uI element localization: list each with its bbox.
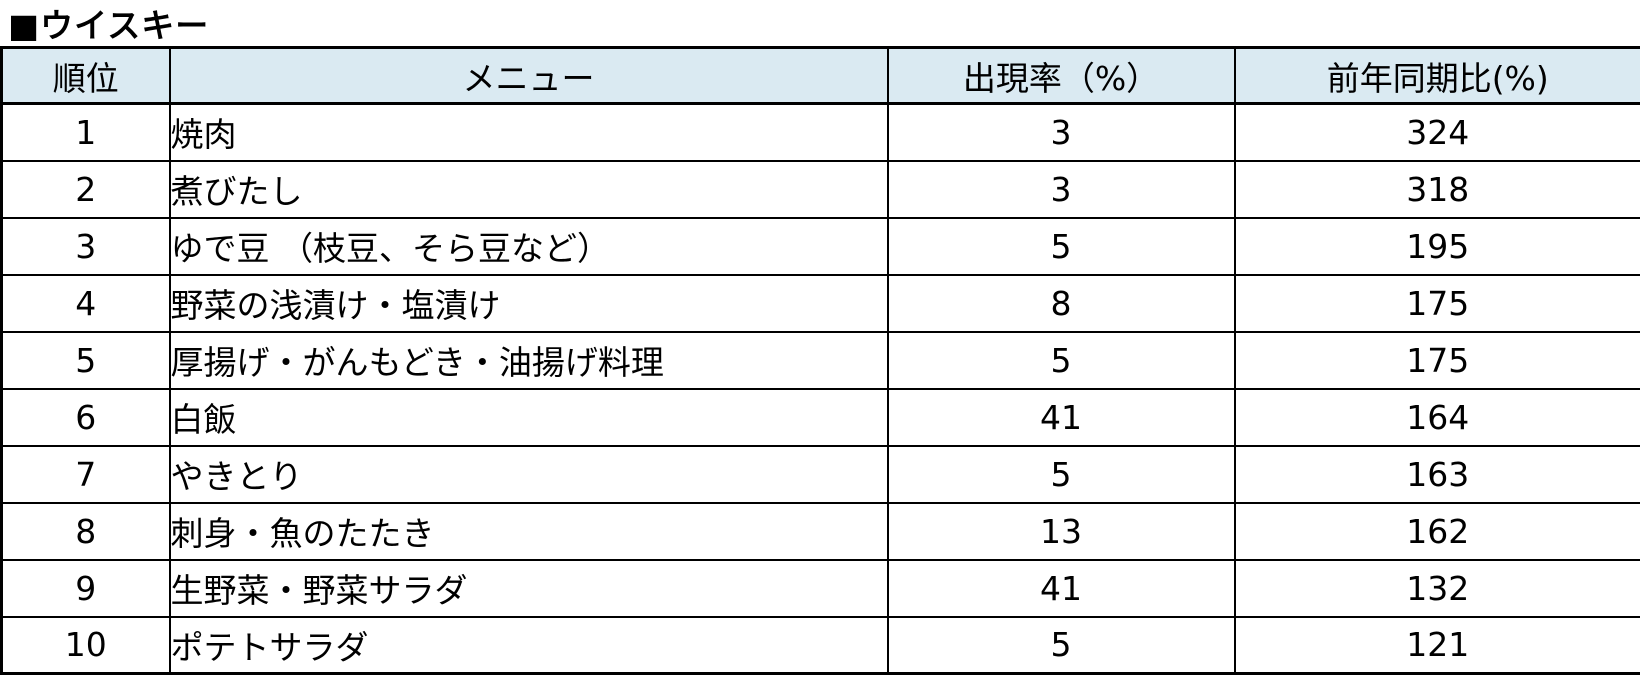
table-row: 7 やきとり 5 163 [0, 444, 1640, 504]
rank-cell: 10 [0, 615, 171, 675]
rank-cell: 8 [0, 501, 171, 561]
table-row: 1 焼肉 3 324 [0, 102, 1640, 162]
table-row: 6 白飯 41 164 [0, 387, 1640, 447]
header-row: 順位 メニュー 出現率（%） 前年同期比(%) [0, 46, 1640, 105]
rate-cell: 8 [886, 273, 1236, 333]
rank-cell: 4 [0, 273, 171, 333]
section-title: ■ウイスキー [8, 6, 210, 45]
menu-cell: ゆで豆 （枝豆、そら豆など） [168, 216, 889, 276]
menu-cell: やきとり [168, 444, 889, 504]
menu-cell: ポテトサラダ [168, 615, 889, 675]
menu-cell: 焼肉 [168, 102, 889, 162]
yoy-cell: 163 [1233, 444, 1640, 504]
rate-cell: 5 [886, 615, 1236, 675]
rate-cell: 13 [886, 501, 1236, 561]
menu-cell: 生野菜・野菜サラダ [168, 558, 889, 618]
table-row: 10 ポテトサラダ 5 121 [0, 615, 1640, 675]
rank-cell: 7 [0, 444, 171, 504]
table-row: 8 刺身・魚のたたき 13 162 [0, 501, 1640, 561]
rank-cell: 3 [0, 216, 171, 276]
rank-cell: 1 [0, 102, 171, 162]
yoy-cell: 195 [1233, 216, 1640, 276]
table-row: 5 厚揚げ・がんもどき・油揚げ料理 5 175 [0, 330, 1640, 390]
rate-cell: 5 [886, 330, 1236, 390]
header-rank: 順位 [0, 46, 171, 105]
menu-cell: 厚揚げ・がんもどき・油揚げ料理 [168, 330, 889, 390]
rank-cell: 5 [0, 330, 171, 390]
rate-cell: 41 [886, 387, 1236, 447]
rate-cell: 5 [886, 216, 1236, 276]
rank-cell: 9 [0, 558, 171, 618]
table-row: 3 ゆで豆 （枝豆、そら豆など） 5 195 [0, 216, 1640, 276]
menu-cell: 白飯 [168, 387, 889, 447]
menu-cell: 野菜の浅漬け・塩漬け [168, 273, 889, 333]
yoy-cell: 164 [1233, 387, 1640, 447]
ranking-table: 順位 メニュー 出現率（%） 前年同期比(%) 1 焼肉 3 324 2 煮びた… [0, 46, 1640, 675]
header-menu: メニュー [168, 46, 889, 105]
rank-cell: 2 [0, 159, 171, 219]
rate-cell: 3 [886, 159, 1236, 219]
yoy-cell: 162 [1233, 501, 1640, 561]
rate-cell: 3 [886, 102, 1236, 162]
yoy-cell: 324 [1233, 102, 1640, 162]
table-row: 2 煮びたし 3 318 [0, 159, 1640, 219]
table-row: 9 生野菜・野菜サラダ 41 132 [0, 558, 1640, 618]
yoy-cell: 175 [1233, 330, 1640, 390]
menu-cell: 煮びたし [168, 159, 889, 219]
table-row: 4 野菜の浅漬け・塩漬け 8 175 [0, 273, 1640, 333]
yoy-cell: 175 [1233, 273, 1640, 333]
rate-cell: 5 [886, 444, 1236, 504]
header-yoy: 前年同期比(%) [1233, 46, 1640, 105]
yoy-cell: 318 [1233, 159, 1640, 219]
rank-cell: 6 [0, 387, 171, 447]
menu-cell: 刺身・魚のたたき [168, 501, 889, 561]
rate-cell: 41 [886, 558, 1236, 618]
yoy-cell: 121 [1233, 615, 1640, 675]
yoy-cell: 132 [1233, 558, 1640, 618]
header-rate: 出現率（%） [886, 46, 1236, 105]
